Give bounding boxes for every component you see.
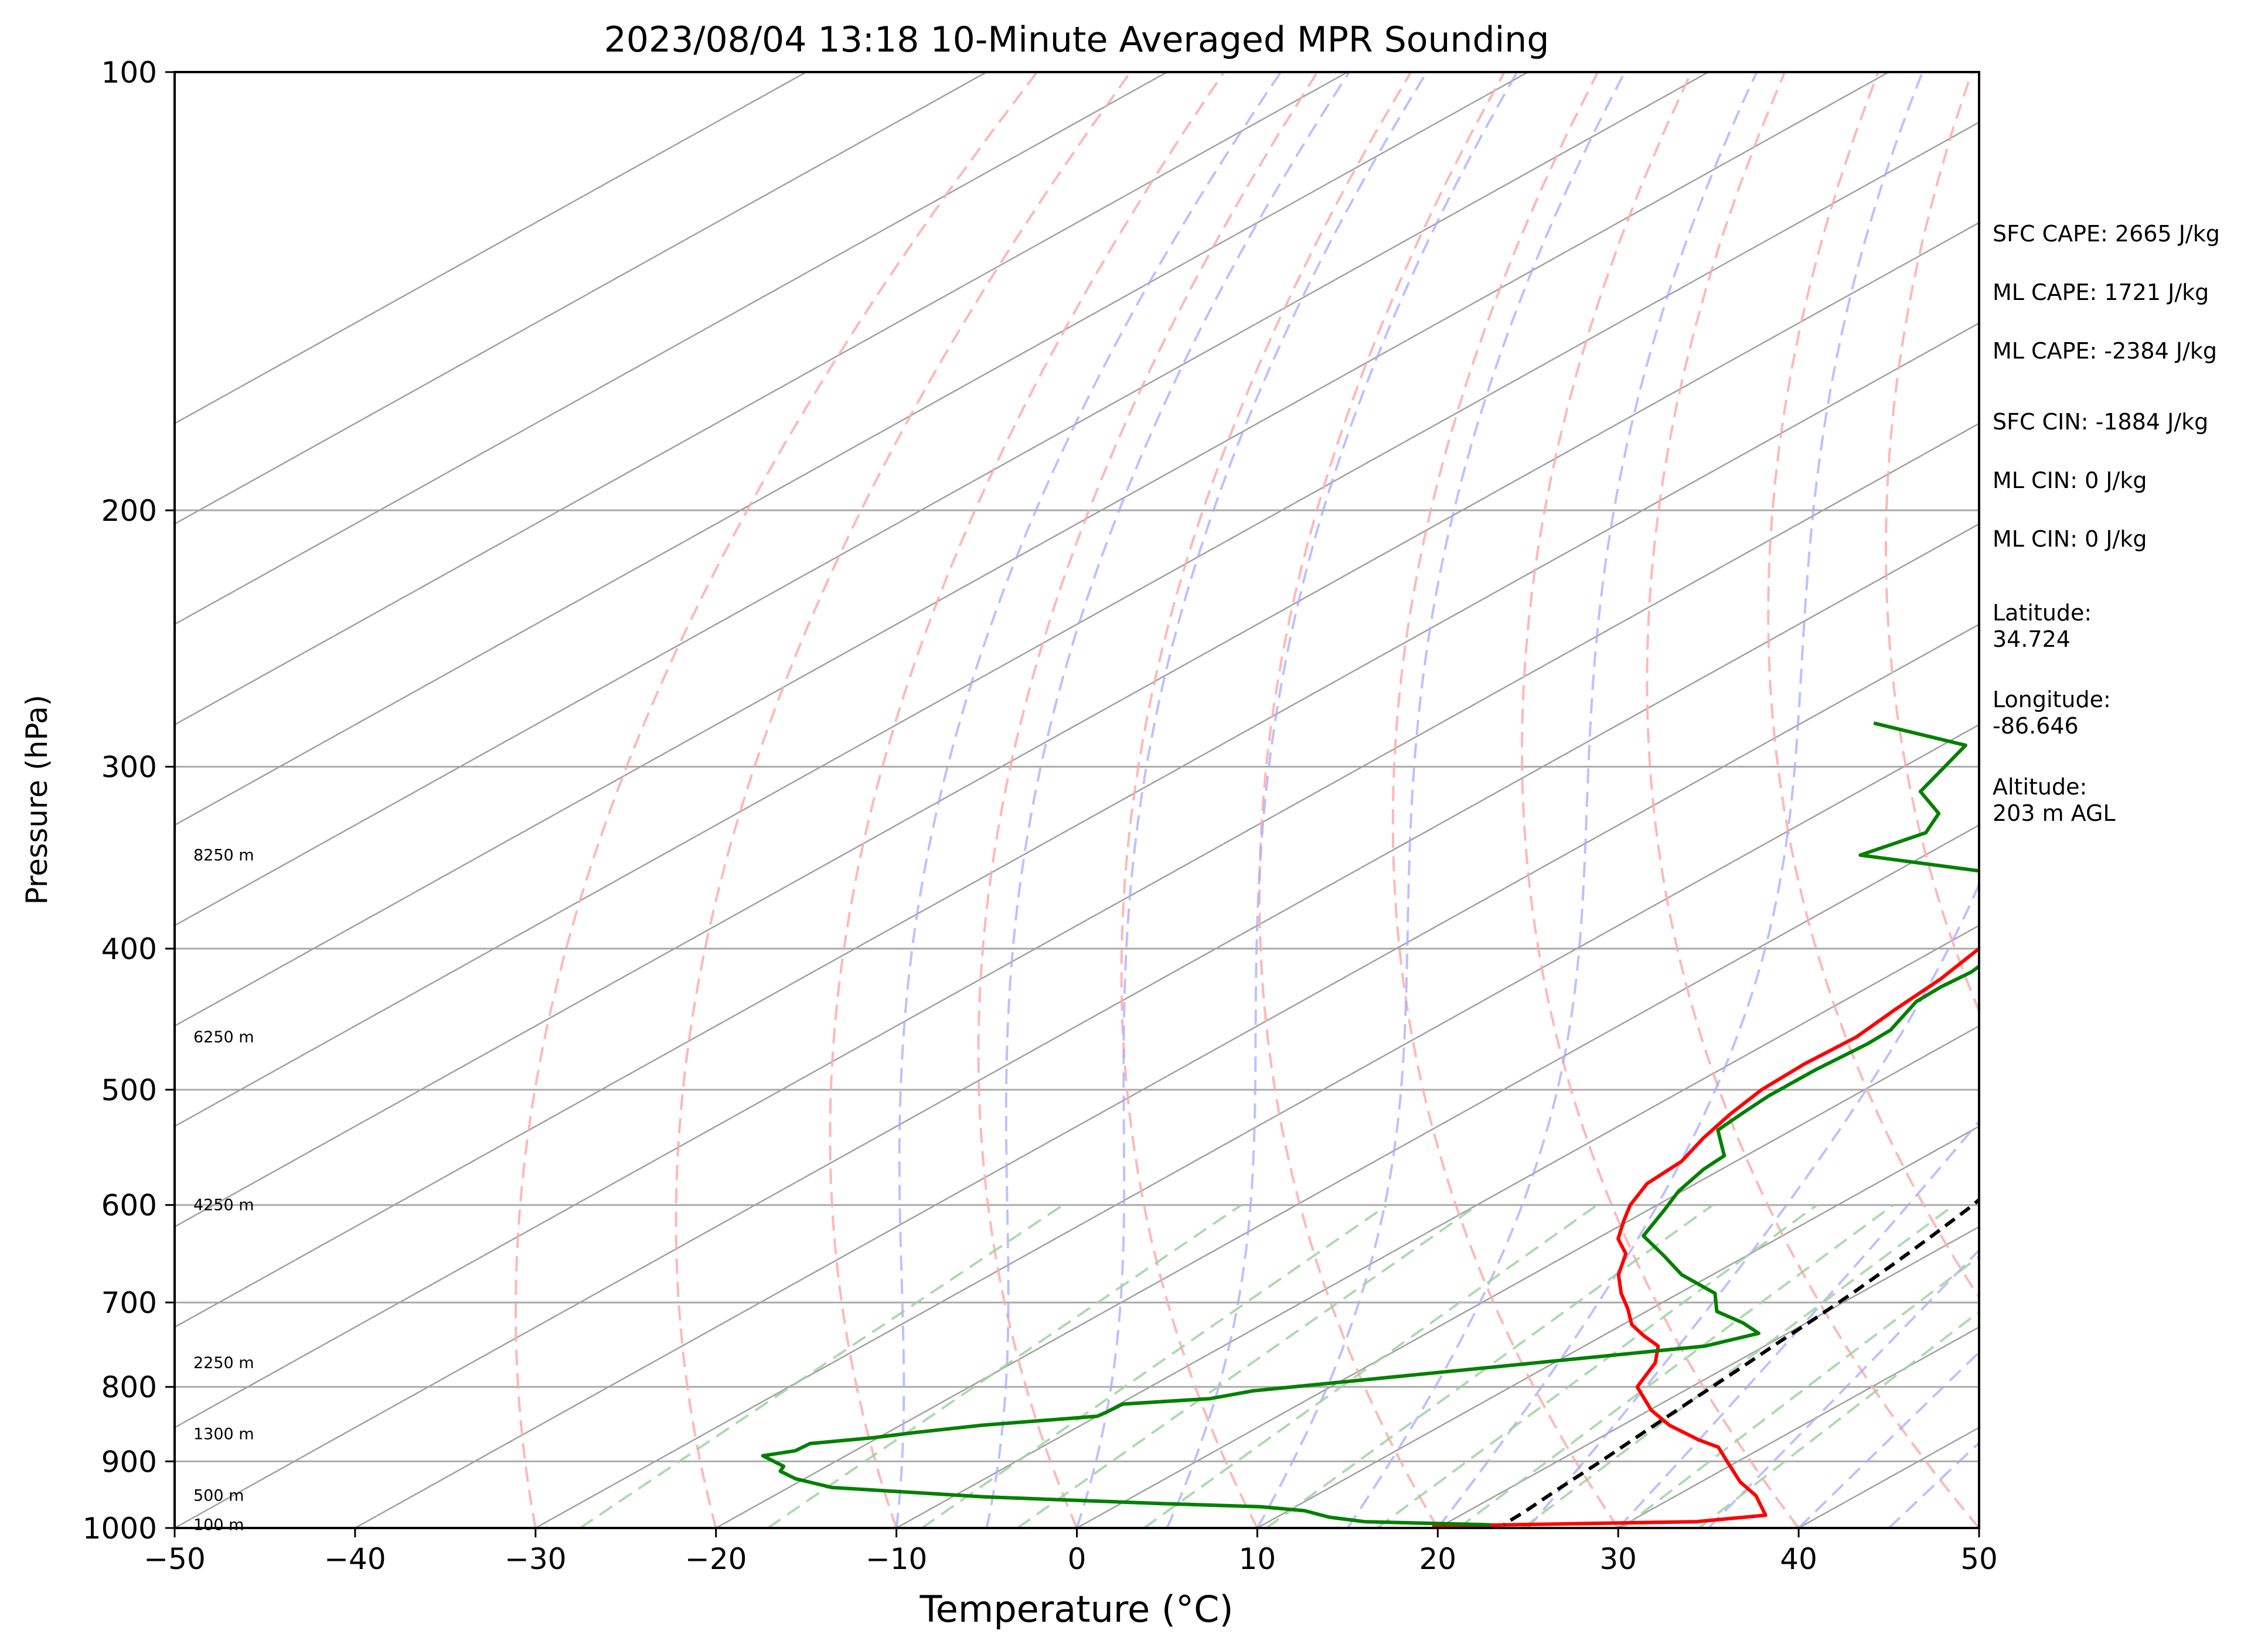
x-tick-label: −10 — [866, 1542, 928, 1576]
x-tick-label: 0 — [1068, 1542, 1087, 1576]
isotherm — [175, 72, 1348, 726]
y-tick-label: 500 — [101, 1073, 157, 1107]
height-label: 500 m — [193, 1487, 244, 1505]
moist-adiabat — [1527, 881, 1979, 1528]
height-labels: 8250 m 6250 m 4250 m 2250 m 1300 m 500 m 100 m — [193, 846, 254, 1534]
y-axis: 100 200 300 400 500 600 700 800 900 1000 — [83, 56, 175, 1546]
sounding-index: SFC CAPE: 2665 J/kg — [1993, 221, 2220, 247]
dry-adiabat — [675, 72, 1132, 1528]
sounding-index: ML CIN: 0 J/kg — [1993, 468, 2147, 493]
y-tick-label: 200 — [101, 494, 157, 528]
isotherm — [175, 523, 1979, 1528]
y-tick-label: 800 — [101, 1370, 157, 1404]
temperature-line — [1432, 946, 1979, 1528]
moist-adiabat — [895, 72, 1282, 1528]
x-axis: −50 −40 −30 −20 −10 0 10 20 30 40 50 — [144, 1528, 1998, 1576]
dry-adiabat — [1391, 72, 1619, 1528]
mixing-ratio-line — [767, 1204, 1242, 1528]
isotherm — [175, 72, 1528, 826]
isotherm — [1437, 1226, 1979, 1528]
dry-adiabat — [1521, 72, 1800, 1528]
isotherm — [895, 925, 1979, 1528]
moist-adiabat — [1797, 1350, 1979, 1528]
mixing-ratio-line — [1017, 1204, 1479, 1528]
x-tick-label: 40 — [1780, 1542, 1817, 1576]
mixing-ratio-line — [1698, 1310, 1979, 1528]
isotherm — [175, 72, 1889, 1027]
mixing-ratio-line — [1376, 1204, 1818, 1528]
height-label: 100 m — [193, 1516, 244, 1534]
x-tick-label: −50 — [144, 1542, 206, 1576]
y-tick-label: 300 — [101, 751, 157, 785]
sounding-lines — [761, 721, 1979, 1528]
sounding-index: Latitude: 34.724 — [1993, 600, 2092, 652]
moist-adiabat — [1075, 72, 1428, 1528]
moist-adiabat — [1166, 72, 1518, 1528]
mixing-ratio-line — [1457, 1204, 1894, 1528]
dry-adiabat — [1646, 72, 1979, 1528]
y-tick-label: 600 — [101, 1189, 157, 1223]
sounding-index: Altitude: 203 m AGL — [1993, 774, 2116, 826]
sounding-index: ML CIN: 0 J/kg — [1993, 526, 2147, 552]
isotherm — [716, 824, 1979, 1528]
x-tick-label: 20 — [1419, 1542, 1456, 1576]
isotherm — [175, 422, 1979, 1429]
moist-adiabat — [1707, 1249, 1979, 1528]
background-lines — [175, 72, 1979, 1528]
mixing-ratio-line — [579, 1204, 1064, 1528]
isotherm — [535, 724, 1979, 1528]
height-label: 2250 m — [193, 1354, 254, 1372]
x-tick-label: −30 — [505, 1542, 567, 1576]
isotherm — [175, 72, 987, 525]
mixing-ratio-line — [1522, 1204, 1955, 1528]
dewpoint-line — [761, 721, 1979, 1527]
isotherm — [175, 121, 1979, 1127]
mixing-ratio-line — [1143, 1204, 1598, 1528]
height-label: 8250 m — [193, 846, 254, 864]
dry-adiabat — [514, 72, 1038, 1528]
isotherm — [175, 72, 1709, 927]
sounding-indices: SFC CAPE: 2665 J/kg ML CAPE: 1721 J/kg ML … — [1993, 221, 2220, 826]
x-tick-label: −40 — [324, 1542, 386, 1576]
isotherm — [175, 72, 1168, 626]
y-tick-label: 900 — [101, 1445, 157, 1479]
x-tick-label: −20 — [685, 1542, 747, 1576]
moist-adiabat — [1617, 1119, 1979, 1528]
height-label: 4250 m — [193, 1196, 254, 1215]
parcel-line — [1503, 1197, 1979, 1526]
height-label: 6250 m — [193, 1028, 254, 1046]
x-tick-label: 30 — [1599, 1542, 1637, 1576]
sounding-index: ML CAPE: -2384 J/kg — [1993, 338, 2217, 364]
sounding-index: SFC CIN: -1884 J/kg — [1993, 409, 2208, 435]
dry-adiabat — [829, 72, 1225, 1528]
mixing-ratio-line — [1622, 1255, 1979, 1528]
dry-adiabat — [1120, 72, 1412, 1528]
isotherm — [1076, 1025, 1979, 1528]
x-axis-label: Temperature (°C) — [919, 1588, 1233, 1631]
y-tick-label: 400 — [101, 932, 157, 966]
height-label: 1300 m — [193, 1425, 254, 1444]
isotherm — [175, 221, 1979, 1228]
sounding-index: Longitude: -86.646 — [1993, 687, 2111, 739]
y-tick-label: 100 — [101, 56, 157, 90]
moist-adiabat — [1256, 72, 1626, 1528]
dry-adiabat — [1258, 72, 1506, 1528]
isotherm — [175, 322, 1979, 1328]
y-tick-label: 700 — [101, 1286, 157, 1320]
isotherm — [175, 72, 807, 425]
y-axis-label: Pressure (hPa) — [20, 695, 54, 905]
isotherm — [1256, 1125, 1979, 1528]
x-tick-label: 50 — [1960, 1542, 1998, 1576]
isotherm — [355, 623, 1979, 1528]
dry-adiabat — [977, 72, 1319, 1528]
x-tick-label: 10 — [1239, 1542, 1276, 1576]
chart-title: 2023/08/04 13:18 10-Minute Averaged MPR … — [604, 19, 1550, 60]
mixing-ratio-line — [921, 1204, 1388, 1528]
sounding-index: ML CAPE: 1721 J/kg — [1993, 279, 2209, 305]
y-tick-label: 1000 — [83, 1512, 157, 1546]
moist-adiabat — [1346, 72, 1758, 1528]
